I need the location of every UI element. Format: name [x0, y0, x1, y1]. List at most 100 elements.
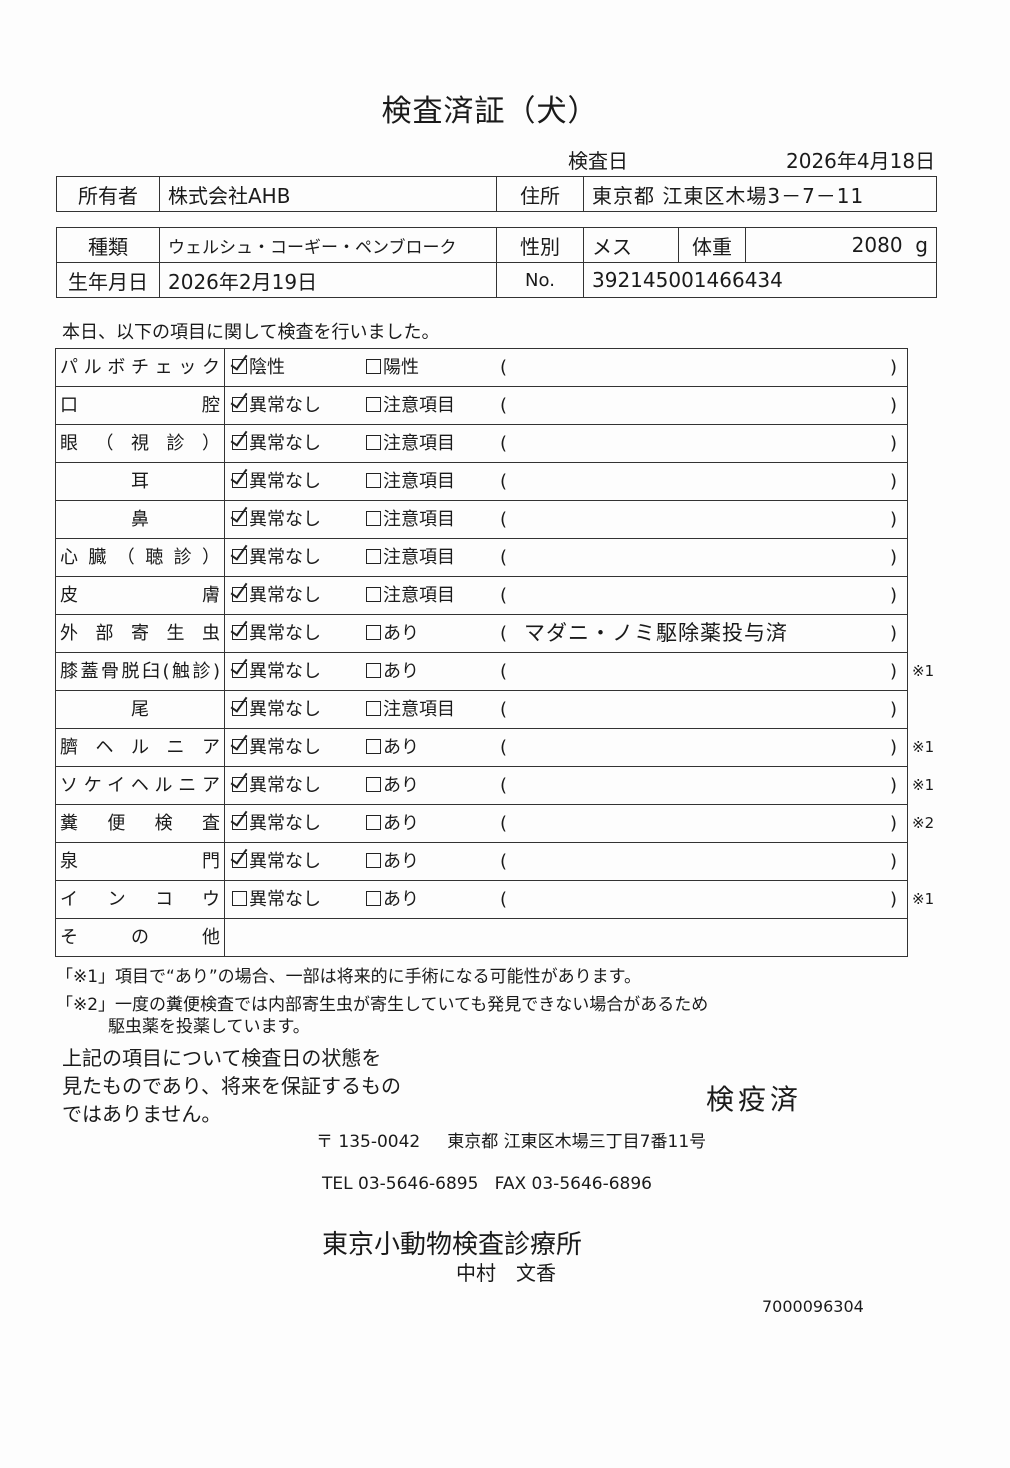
- option-normal[interactable]: 異常なし: [232, 577, 321, 614]
- weight-unit: g: [915, 233, 928, 257]
- option-normal[interactable]: 陰性: [232, 349, 285, 386]
- option-label: 注意項目: [383, 585, 455, 606]
- checkbox-icon[interactable]: [232, 473, 247, 488]
- footnote-marker: ※1: [912, 738, 935, 756]
- option-label: あり: [383, 775, 419, 796]
- option-normal[interactable]: 異常なし: [232, 425, 321, 462]
- checkbox-icon[interactable]: [232, 587, 247, 602]
- checkbox-icon[interactable]: [232, 359, 247, 374]
- disclaimer-line: 見たものであり、将来を保証するもの: [62, 1074, 401, 1098]
- disclaimer-line: ではありません。: [62, 1102, 222, 1126]
- checkbox-icon[interactable]: [232, 739, 247, 754]
- footnote-marker: ※1: [912, 662, 935, 680]
- checkbox-icon[interactable]: [232, 549, 247, 564]
- inspection-checklist: パルボチェック 陰性 陽性 ( ) 口腔 異常なし 注意項目 ( ) 眼（視診）…: [55, 348, 934, 957]
- checkbox-icon[interactable]: [366, 587, 381, 602]
- owner-label: 所有者: [56, 176, 160, 212]
- option-normal[interactable]: 異常なし: [232, 729, 321, 766]
- inspection-date: 2026年4月18日: [786, 149, 936, 173]
- option-normal[interactable]: 異常なし: [232, 767, 321, 804]
- disclaimer: 上記の項目について検査日の状態を 見たものであり、将来を保証するもの ではありま…: [62, 1044, 401, 1128]
- checkbox-icon[interactable]: [232, 701, 247, 716]
- checkbox-icon[interactable]: [366, 359, 381, 374]
- option-abnormal[interactable]: 注意項目: [366, 501, 455, 538]
- checkbox-icon[interactable]: [232, 891, 247, 906]
- option-normal[interactable]: 異常なし: [232, 539, 321, 576]
- option-label: あり: [383, 813, 419, 834]
- checkbox-icon[interactable]: [366, 473, 381, 488]
- footnote-marker: ※2: [912, 814, 935, 832]
- option-label: 異常なし: [249, 395, 321, 416]
- option-normal[interactable]: 異常なし: [232, 463, 321, 500]
- option-abnormal[interactable]: 注意項目: [366, 577, 455, 614]
- option-normal[interactable]: 異常なし: [232, 653, 321, 690]
- item-label: 耳: [56, 463, 225, 500]
- checkbox-icon[interactable]: [366, 549, 381, 564]
- sex-label: 性別: [496, 227, 584, 263]
- checkbox-icon[interactable]: [232, 625, 247, 640]
- option-abnormal[interactable]: あり: [366, 881, 419, 918]
- checkbox-icon[interactable]: [366, 397, 381, 412]
- option-abnormal[interactable]: あり: [366, 805, 419, 842]
- option-normal[interactable]: 異常なし: [232, 805, 321, 842]
- option-abnormal[interactable]: あり: [366, 843, 419, 880]
- option-normal[interactable]: 異常なし: [232, 691, 321, 728]
- checkbox-icon[interactable]: [366, 701, 381, 716]
- checkbox-icon[interactable]: [232, 435, 247, 450]
- item-label: ソケイヘルニア: [56, 767, 225, 804]
- checkbox-icon[interactable]: [366, 435, 381, 450]
- checkbox-icon[interactable]: [366, 777, 381, 792]
- footnote-marker: ※1: [912, 776, 935, 794]
- checklist-row: 糞便検査 異常なし あり ( ) ※2: [56, 805, 934, 843]
- option-label: 注意項目: [383, 471, 455, 492]
- option-normal[interactable]: 異常なし: [232, 881, 321, 918]
- option-abnormal[interactable]: あり: [366, 767, 419, 804]
- checkbox-icon[interactable]: [232, 853, 247, 868]
- option-abnormal[interactable]: 注意項目: [366, 387, 455, 424]
- checklist-row: 耳 異常なし 注意項目 ( ): [56, 463, 907, 501]
- option-label: 異常なし: [249, 509, 321, 530]
- checklist-row: 眼（視診） 異常なし 注意項目 ( ): [56, 425, 907, 463]
- option-abnormal[interactable]: あり: [366, 653, 419, 690]
- checkbox-icon[interactable]: [366, 891, 381, 906]
- option-abnormal[interactable]: あり: [366, 615, 419, 652]
- clinic-name: 東京小動物検査診療所: [322, 1230, 583, 1260]
- option-normal[interactable]: 異常なし: [232, 501, 321, 538]
- checkbox-icon[interactable]: [366, 853, 381, 868]
- checkbox-icon[interactable]: [366, 739, 381, 754]
- breed-label: 種類: [56, 227, 160, 263]
- option-label: 異常なし: [249, 699, 321, 720]
- checkbox-icon[interactable]: [232, 777, 247, 792]
- paren-open: (: [500, 395, 508, 416]
- item-label: 膝蓋骨脱臼(触診): [56, 653, 225, 690]
- checkbox-icon[interactable]: [232, 663, 247, 678]
- clinic-address: 〒 135-0042 東京都 江東区木場三丁目7番11号: [316, 1127, 706, 1152]
- option-normal[interactable]: 異常なし: [232, 387, 321, 424]
- checklist-row: 心臓（聴診） 異常なし 注意項目 ( ): [56, 539, 907, 577]
- pet-table: 種類 ウェルシュ・コーギー・ペンブローク 性別 メス 体重 2080 g 生年月…: [56, 227, 937, 298]
- checkbox-icon[interactable]: [232, 815, 247, 830]
- birth-label: 生年月日: [56, 262, 160, 298]
- option-label: 異常なし: [249, 889, 321, 910]
- inspection-date-label: 検査日: [568, 149, 628, 173]
- option-label: 異常なし: [249, 623, 321, 644]
- checkbox-icon[interactable]: [366, 815, 381, 830]
- checkbox-icon[interactable]: [232, 397, 247, 412]
- footnote-2-cont: 駆虫薬を投薬しています。: [108, 1017, 310, 1037]
- checklist-row: パルボチェック 陰性 陽性 ( ): [56, 349, 907, 387]
- option-abnormal[interactable]: 陽性: [366, 349, 419, 386]
- checkbox-icon[interactable]: [366, 511, 381, 526]
- checklist-row: 臍ヘルニア 異常なし あり ( ) ※1: [56, 729, 934, 767]
- option-label: 注意項目: [383, 395, 455, 416]
- quarantine-stamp: 検疫済: [706, 1083, 803, 1116]
- checkbox-icon[interactable]: [366, 625, 381, 640]
- option-abnormal[interactable]: 注意項目: [366, 539, 455, 576]
- option-abnormal[interactable]: あり: [366, 729, 419, 766]
- option-abnormal[interactable]: 注意項目: [366, 691, 455, 728]
- option-normal[interactable]: 異常なし: [232, 615, 321, 652]
- option-abnormal[interactable]: 注意項目: [366, 463, 455, 500]
- option-normal[interactable]: 異常なし: [232, 843, 321, 880]
- checkbox-icon[interactable]: [366, 663, 381, 678]
- option-abnormal[interactable]: 注意項目: [366, 425, 455, 462]
- checkbox-icon[interactable]: [232, 511, 247, 526]
